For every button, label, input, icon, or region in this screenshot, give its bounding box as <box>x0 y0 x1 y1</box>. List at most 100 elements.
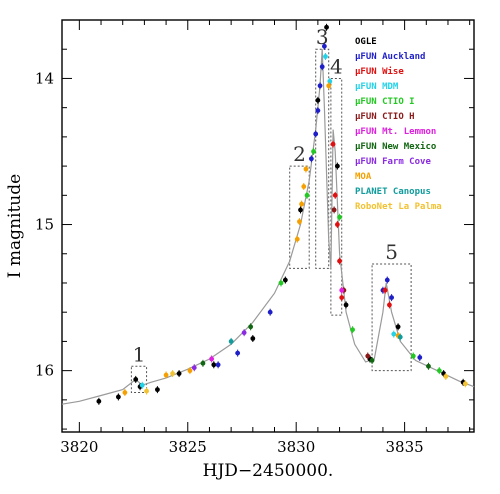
data-point <box>321 43 327 49</box>
data-point <box>337 214 342 220</box>
data-points <box>96 23 468 405</box>
data-point <box>228 339 234 344</box>
data-point <box>395 324 401 330</box>
data-point <box>315 97 321 103</box>
legend-entry: μFUN Auckland <box>355 52 425 62</box>
x-tick-label: 3830 <box>277 438 315 456</box>
data-point <box>313 131 319 137</box>
legend-entry: MOA <box>355 172 372 182</box>
data-point <box>389 295 394 300</box>
data-point <box>248 324 254 330</box>
data-point <box>209 356 215 362</box>
legend-entry: OGLE <box>355 37 377 47</box>
data-point <box>391 331 397 337</box>
legend-entry: μFUN Farm Cove <box>355 157 431 167</box>
region-box <box>315 48 330 269</box>
data-point <box>369 358 375 363</box>
region-box <box>130 365 148 394</box>
data-point <box>365 353 371 359</box>
data-point <box>282 277 288 283</box>
x-tick-label: 3820 <box>60 438 98 456</box>
data-point <box>343 302 349 308</box>
data-point <box>317 83 323 89</box>
data-point <box>139 382 145 388</box>
data-point <box>384 277 390 283</box>
data-point <box>410 353 416 359</box>
data-point <box>303 166 309 172</box>
data-point <box>250 336 256 341</box>
x-tick-label: 3835 <box>386 438 424 456</box>
data-point <box>215 362 221 368</box>
plot-frame <box>61 19 475 433</box>
legend-entry: μFUN Wise <box>355 66 404 77</box>
data-point <box>299 201 305 207</box>
data-point <box>327 78 333 84</box>
data-point <box>443 374 449 379</box>
plot-border <box>61 19 475 433</box>
data-point <box>326 83 332 89</box>
data-point <box>330 141 336 147</box>
legend-entry: μFUN CTIO I <box>355 97 415 107</box>
data-point <box>301 184 307 189</box>
data-point <box>278 280 284 286</box>
region-box-label: 2 <box>293 142 306 166</box>
data-point <box>122 390 128 395</box>
data-point <box>267 309 273 315</box>
region-box-label: 1 <box>133 342 146 366</box>
x-tick-label: 3825 <box>169 438 207 456</box>
data-point <box>397 334 403 340</box>
y-tick-label: 16 <box>35 362 54 380</box>
data-point <box>339 295 345 300</box>
legend-entry: μFUN Mt. Lemmon <box>355 127 436 137</box>
data-point <box>315 108 321 113</box>
legend-entry: μFUN MDM <box>355 82 399 92</box>
data-point <box>337 258 342 264</box>
y-tick-label: 15 <box>35 216 54 234</box>
legend-entry: PLANET Canopus <box>355 187 431 197</box>
data-point <box>187 368 193 374</box>
legend: OGLE μFUN Auckland μFUN Wise μFUN MDM μFUN C… <box>355 37 442 212</box>
data-point <box>170 371 175 376</box>
data-point <box>311 149 316 154</box>
data-point <box>144 388 149 394</box>
legend-entry: μFUN New Mexico <box>355 141 436 152</box>
model-curve-line <box>61 49 475 405</box>
data-point <box>382 287 388 293</box>
data-point <box>176 371 182 376</box>
data-point <box>96 398 102 404</box>
data-point <box>319 64 325 70</box>
data-point <box>241 330 247 336</box>
data-point <box>191 365 197 371</box>
data-point <box>334 222 340 227</box>
data-point <box>350 327 355 333</box>
data-point <box>155 387 160 393</box>
data-point <box>211 362 217 368</box>
x-axis-label: HJD−2450000. <box>203 461 334 481</box>
region-box-label: 3 <box>316 25 329 49</box>
data-point <box>294 236 300 242</box>
legend-entry: RoboNet La Palma <box>355 202 442 212</box>
region-boxes: 1 2 34 5 <box>130 25 412 394</box>
data-point <box>332 192 338 198</box>
region-box-label: 5 <box>385 240 398 264</box>
data-point <box>339 287 345 293</box>
data-point <box>298 207 303 213</box>
region-box <box>289 165 310 269</box>
data-point <box>323 54 328 59</box>
data-point <box>436 368 442 374</box>
data-point <box>331 207 337 213</box>
data-point <box>133 377 139 382</box>
data-point <box>324 24 329 30</box>
legend-entry: μFUN CTIO H <box>355 112 415 122</box>
y-axis-label: I magnitude <box>5 174 25 278</box>
data-point <box>462 381 468 387</box>
data-point <box>334 163 340 169</box>
data-point <box>163 372 169 378</box>
data-point <box>200 360 206 366</box>
region-box <box>371 263 412 372</box>
data-point <box>235 350 241 356</box>
data-point <box>426 363 431 369</box>
region-box <box>330 77 343 316</box>
